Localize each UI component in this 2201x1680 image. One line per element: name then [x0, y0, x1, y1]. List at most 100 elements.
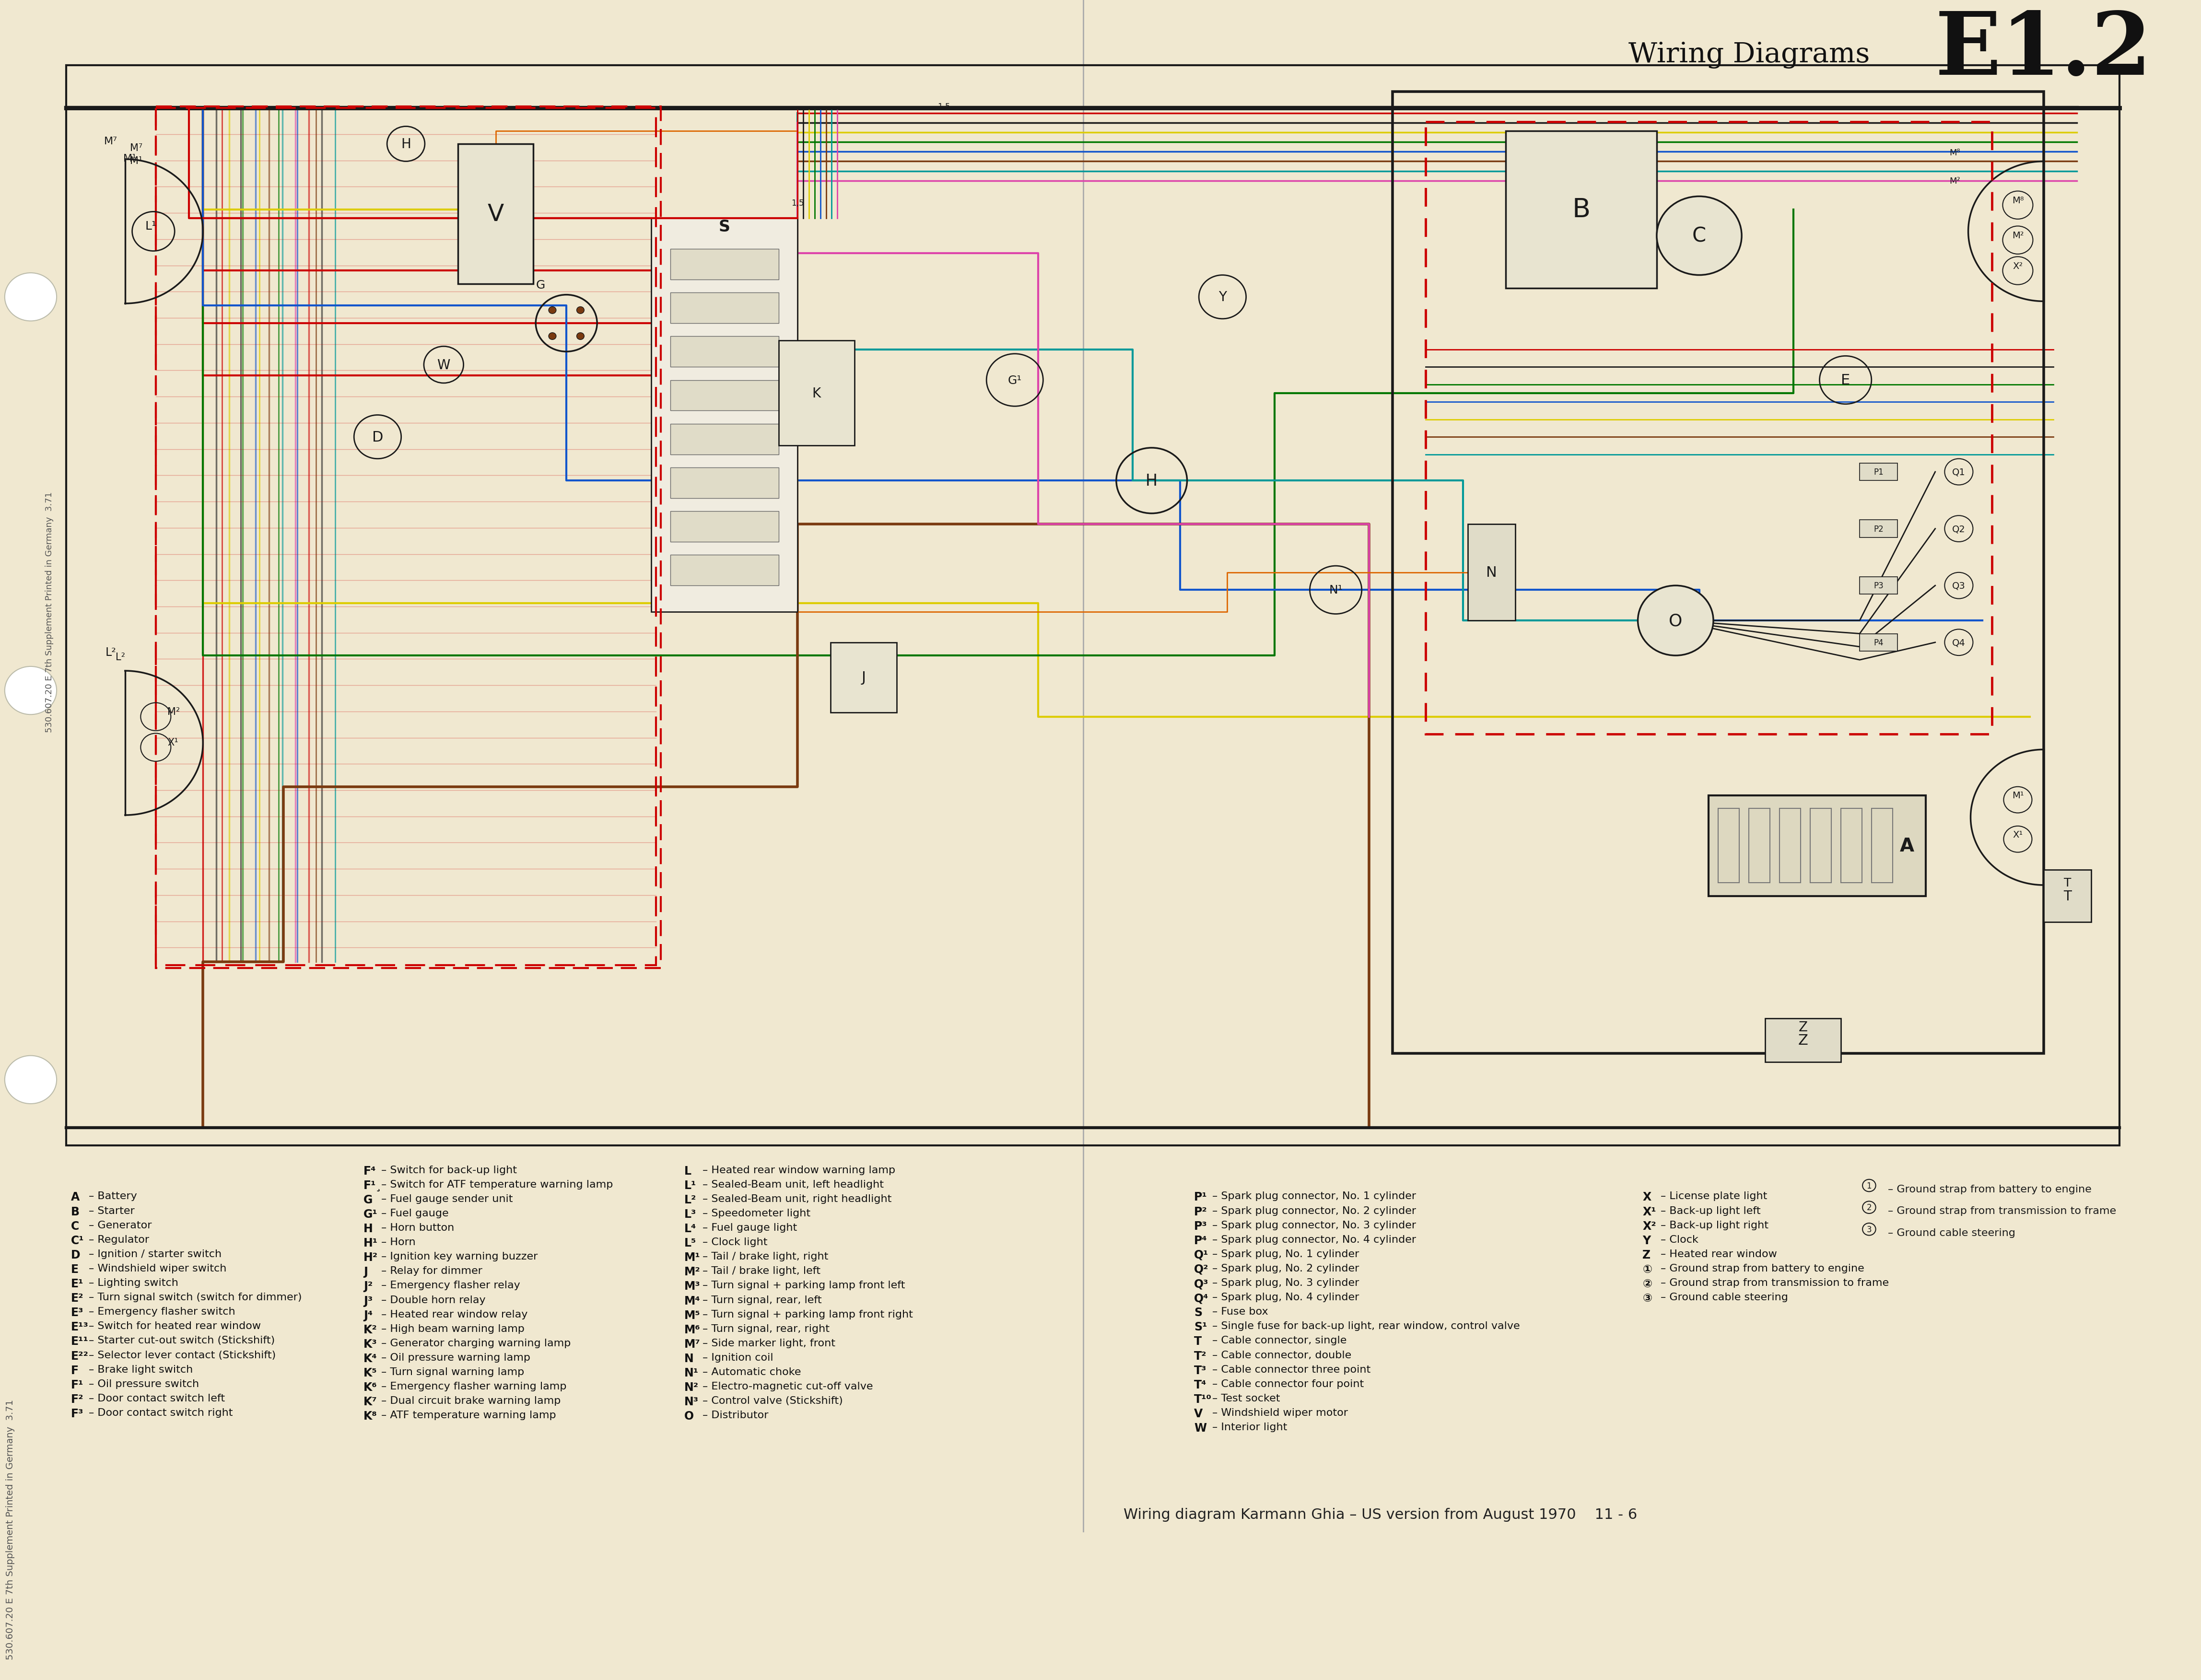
Circle shape — [1638, 586, 1712, 655]
Text: – Turn signal, rear, left: – Turn signal, rear, left — [702, 1295, 821, 1304]
Text: – Ignition / starter switch: – Ignition / starter switch — [88, 1248, 222, 1258]
Text: L: L — [685, 1164, 691, 1176]
Text: ②: ② — [1642, 1278, 1653, 1289]
Bar — [1426, 123, 1992, 734]
Bar — [156, 109, 656, 966]
Text: – Side marker light, front: – Side marker light, front — [702, 1339, 834, 1347]
Text: L⁵: L⁵ — [685, 1236, 696, 1248]
Text: 530.607.20 E 7th Supplement Printed in Germany  3.71: 530.607.20 E 7th Supplement Printed in G… — [7, 1399, 15, 1660]
Text: – Distributor: – Distributor — [702, 1410, 768, 1420]
Text: W: W — [1195, 1423, 1206, 1433]
Text: – Oil pressure warning lamp: – Oil pressure warning lamp — [381, 1352, 530, 1362]
Text: M⁵: M⁵ — [685, 1309, 700, 1320]
Text: C¹: C¹ — [70, 1235, 84, 1247]
Text: Wiring Diagrams: Wiring Diagrams — [1629, 42, 1871, 69]
Bar — [671, 554, 779, 586]
Text: – Turn signal switch (switch for dimmer): – Turn signal switch (switch for dimmer) — [88, 1292, 302, 1302]
Text: – Fuel gauge light: – Fuel gauge light — [702, 1223, 797, 1233]
Text: – Emergency flasher relay: – Emergency flasher relay — [381, 1280, 519, 1290]
Text: N: N — [1486, 566, 1497, 580]
Text: M⁴: M⁴ — [685, 1295, 700, 1307]
Text: M²: M² — [2012, 232, 2023, 240]
Text: – Control valve (Stickshift): – Control valve (Stickshift) — [702, 1396, 843, 1406]
Text: P3: P3 — [1873, 581, 1884, 590]
Text: K⁴: K⁴ — [363, 1352, 376, 1364]
Text: – Ground cable steering: – Ground cable steering — [1888, 1228, 2016, 1238]
Text: T: T — [2062, 889, 2071, 902]
Text: N²: N² — [685, 1381, 700, 1393]
Text: – Turn signal warning lamp: – Turn signal warning lamp — [381, 1368, 524, 1376]
Text: E¹³: E¹³ — [70, 1320, 88, 1332]
Text: – Relay for dimmer: – Relay for dimmer — [381, 1267, 482, 1275]
Text: F³: F³ — [70, 1408, 84, 1420]
Text: T³: T³ — [1195, 1364, 1206, 1376]
Text: Q1: Q1 — [1952, 467, 1965, 477]
Text: M¹: M¹ — [2012, 791, 2023, 800]
Text: – Ground strap from transmission to frame: – Ground strap from transmission to fram… — [1660, 1278, 1888, 1287]
Text: M²: M² — [1950, 176, 1961, 185]
Text: E³: E³ — [70, 1307, 84, 1319]
Text: X²: X² — [2012, 262, 2023, 270]
Text: E¹: E¹ — [70, 1278, 84, 1289]
Text: Q¹: Q¹ — [1195, 1248, 1208, 1260]
Text: K⁸: K⁸ — [363, 1410, 376, 1421]
Text: – Heated rear window: – Heated rear window — [1660, 1248, 1776, 1258]
Text: X¹: X¹ — [2012, 830, 2023, 838]
Text: A: A — [70, 1191, 79, 1203]
Text: K⁷: K⁷ — [363, 1396, 376, 1408]
Text: – Fuel gauge: – Fuel gauge — [381, 1208, 449, 1218]
Text: Q⁴: Q⁴ — [1195, 1292, 1208, 1304]
Text: M⁸: M⁸ — [1950, 148, 1961, 158]
Text: – Ground strap from battery to engine: – Ground strap from battery to engine — [1660, 1263, 1864, 1273]
Text: Y: Y — [1219, 291, 1226, 304]
Bar — [1860, 521, 1897, 538]
Bar — [671, 336, 779, 368]
Bar — [1809, 808, 1831, 884]
Text: – Spark plug connector, No. 2 cylinder: – Spark plug connector, No. 2 cylinder — [1213, 1206, 1415, 1215]
Text: T¹⁰: T¹⁰ — [1195, 1393, 1213, 1404]
Text: P4: P4 — [1873, 638, 1884, 647]
Text: M⁶: M⁶ — [685, 1324, 700, 1336]
Text: – Dual circuit brake warning lamp: – Dual circuit brake warning lamp — [381, 1396, 561, 1406]
Text: – ATF temperature warning lamp: – ATF temperature warning lamp — [381, 1410, 557, 1420]
Text: – Fuel gauge sender unit: – Fuel gauge sender unit — [381, 1194, 513, 1203]
Circle shape — [577, 333, 583, 339]
Text: C: C — [70, 1220, 79, 1231]
Text: – Door contact switch right: – Door contact switch right — [88, 1408, 233, 1418]
Text: E²: E² — [70, 1292, 84, 1304]
Text: – Ground strap from battery to engine: – Ground strap from battery to engine — [1888, 1184, 2091, 1194]
Text: – Generator charging warning lamp: – Generator charging warning lamp — [381, 1339, 570, 1347]
Text: N³: N³ — [685, 1396, 698, 1408]
Text: V: V — [486, 203, 504, 225]
Text: Z: Z — [1642, 1248, 1651, 1260]
Text: H: H — [1147, 474, 1158, 489]
Bar — [671, 423, 779, 455]
Bar — [830, 643, 896, 712]
Text: Z: Z — [1798, 1033, 1807, 1047]
Text: – Turn signal, rear, right: – Turn signal, rear, right — [702, 1324, 830, 1334]
Text: P¹: P¹ — [1195, 1191, 1208, 1203]
Text: – Lighting switch: – Lighting switch — [88, 1278, 178, 1287]
Text: M⁸: M⁸ — [2012, 197, 2023, 205]
Text: S¹: S¹ — [1195, 1320, 1208, 1332]
Text: F¹¸: F¹¸ — [363, 1179, 381, 1191]
Bar — [1708, 796, 1926, 895]
Text: 1,5: 1,5 — [938, 102, 951, 111]
Text: – Single fuse for back-up light, rear window, control valve: – Single fuse for back-up light, rear wi… — [1213, 1320, 1519, 1331]
Text: E: E — [1840, 373, 1851, 388]
Circle shape — [4, 1055, 57, 1104]
Bar — [156, 108, 660, 968]
Text: A: A — [1899, 837, 1915, 855]
Text: 530.607.20 E 7th Supplement Printed in Germany  3.71: 530.607.20 E 7th Supplement Printed in G… — [46, 492, 53, 732]
Text: X²: X² — [1642, 1220, 1657, 1231]
Text: B: B — [70, 1206, 79, 1218]
Text: – Cable connector, single: – Cable connector, single — [1213, 1336, 1347, 1346]
Circle shape — [577, 307, 583, 314]
Text: – Fuse box: – Fuse box — [1213, 1307, 1268, 1317]
Text: T⁴: T⁴ — [1195, 1379, 1206, 1391]
Text: – Spark plug connector, No. 3 cylinder: – Spark plug connector, No. 3 cylinder — [1213, 1220, 1415, 1230]
Text: – Turn signal + parking lamp front right: – Turn signal + parking lamp front right — [702, 1309, 913, 1319]
Circle shape — [548, 333, 557, 339]
Text: – Brake light switch: – Brake light switch — [88, 1364, 194, 1374]
Circle shape — [4, 667, 57, 714]
